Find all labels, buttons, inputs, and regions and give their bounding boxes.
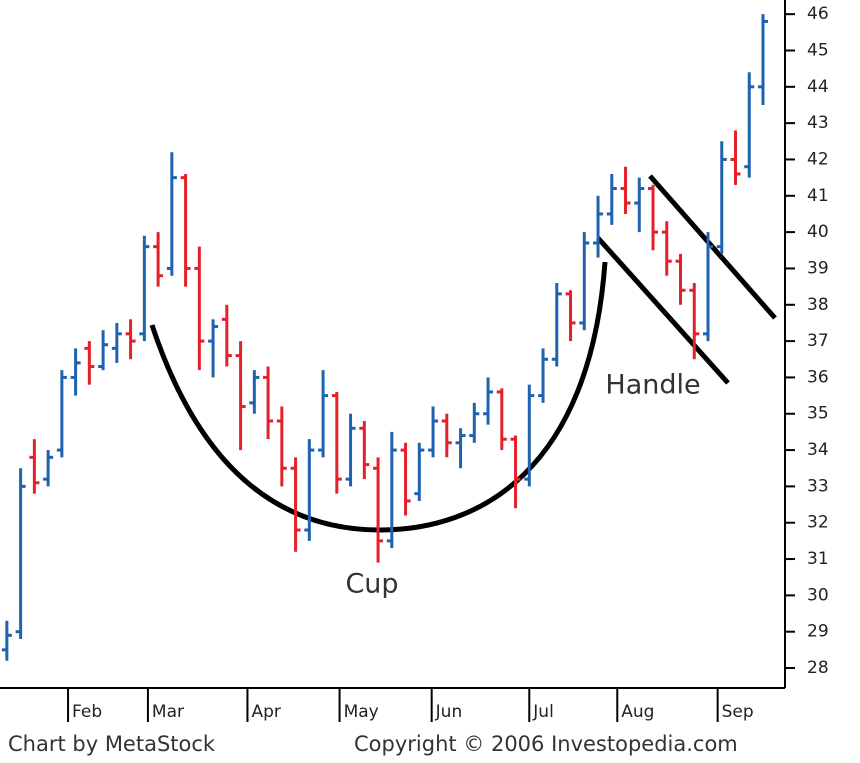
ohlc-bar (263, 366, 274, 440)
ohlc-bar (359, 421, 370, 480)
ohlc-bar (70, 348, 81, 396)
ohlc-bar (153, 232, 164, 287)
y-tick-label: 44 (807, 77, 829, 97)
ohlc-bar (414, 442, 425, 501)
x-tick-label: Sep (722, 702, 754, 722)
ohlc-bar (249, 370, 260, 414)
y-tick-label: 46 (807, 4, 829, 24)
ohlc-bar (373, 457, 384, 563)
ohlc-bar (455, 428, 466, 469)
y-tick-label: 40 (807, 222, 829, 242)
y-tick-label: 39 (807, 258, 829, 278)
ohlc-bar (304, 439, 315, 541)
ohlc-bar (579, 232, 590, 331)
handle-line (596, 236, 730, 385)
y-tick-label: 30 (807, 585, 829, 605)
ohlc-bar (331, 391, 342, 494)
ohlc-bar (1, 620, 12, 661)
ohlc-bar (345, 413, 356, 487)
y-tick-label: 32 (807, 513, 829, 533)
ohlc-bar (180, 173, 191, 287)
ohlc-bar (98, 330, 109, 371)
ohlc-bar (139, 235, 150, 342)
ohlc-bar (593, 195, 604, 258)
annotation: Cup (345, 569, 398, 600)
ohlc-bar (606, 173, 617, 225)
ohlc-bar (441, 413, 452, 458)
y-tick-label: 28 (807, 658, 829, 678)
x-tick-label: May (344, 702, 379, 722)
annotation: Handle (605, 370, 700, 401)
ohlc-bar (166, 152, 177, 276)
ohlc-bar (524, 384, 535, 487)
ohlc-bar (386, 431, 397, 549)
ohlc-bar (565, 290, 576, 342)
ohlc-bar (428, 406, 439, 458)
x-tick-label: Feb (72, 702, 102, 722)
ohlc-bar (318, 370, 329, 458)
y-tick-label: 29 (807, 622, 829, 642)
y-tick-label: 35 (807, 404, 829, 424)
ohlc-bar (111, 322, 122, 363)
ohlc-bar (620, 166, 631, 214)
ohlc-bar (208, 319, 219, 378)
ohlc-bar (125, 319, 136, 360)
ohlc-bar (661, 221, 672, 276)
ohlc-bar (56, 370, 67, 458)
y-tick-label: 31 (807, 549, 829, 569)
ohlc-bar (290, 457, 301, 552)
x-tick-label: Mar (152, 702, 184, 722)
ohlc-bar (716, 141, 727, 254)
y-tick-label: 37 (807, 331, 829, 351)
y-tick-label: 34 (807, 440, 829, 460)
ohlc-bar (84, 341, 95, 385)
ohlc-bar (703, 232, 714, 342)
ohlc-bar (43, 450, 54, 487)
y-tick-label: 36 (807, 367, 829, 387)
ohlc-bar (689, 282, 700, 360)
ohlc-bar (551, 282, 562, 367)
ohlc-bar (469, 402, 480, 443)
ohlc-bar (400, 442, 411, 516)
ohlc-bar (744, 72, 755, 178)
ohlc-bar (221, 304, 232, 367)
ohlc-bar (194, 246, 205, 371)
cup-curve (149, 261, 608, 533)
x-tick-label: Aug (621, 702, 654, 722)
ohlc-bar (675, 253, 686, 305)
ohlc-bar (730, 130, 741, 185)
ohlc-bar (634, 177, 645, 233)
y-tick-label: 42 (807, 149, 829, 169)
ohlc-bar (538, 348, 549, 403)
ohlc-bar (235, 341, 246, 451)
ohlc-bar (758, 14, 769, 105)
ohlc-bar (483, 377, 494, 425)
x-tick-label: Jul (532, 702, 554, 722)
y-tick-label: 41 (807, 186, 829, 206)
y-tick-label: 38 (807, 295, 829, 315)
ohlc-bar (648, 184, 659, 251)
ohlc-bar (510, 435, 521, 509)
x-tick-label: Apr (251, 702, 280, 722)
y-tick-label: 43 (807, 113, 829, 133)
ohlc-bar (276, 406, 287, 487)
copyright: Copyright © 2006 Investopedia.com (354, 732, 738, 756)
ohlc-bar (15, 468, 26, 639)
y-tick-label: 33 (807, 476, 829, 496)
ohlc-bar (29, 439, 40, 494)
source: Chart by MetaStock (8, 732, 216, 756)
y-tick-label: 45 (807, 40, 829, 60)
ohlc-bar (496, 388, 507, 451)
x-tick-label: Jun (435, 702, 463, 722)
